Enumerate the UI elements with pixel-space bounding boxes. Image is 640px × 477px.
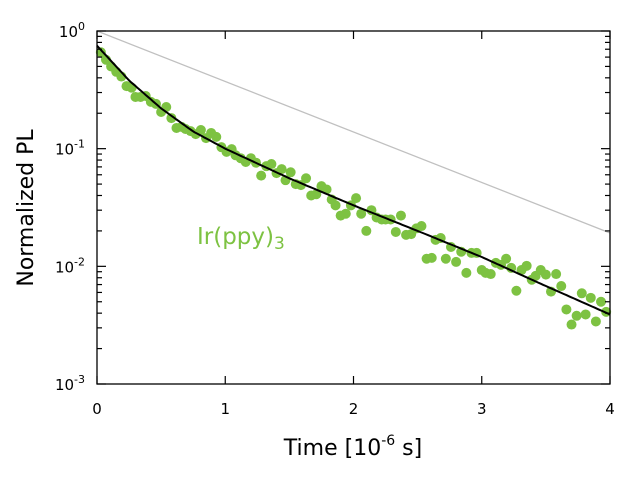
data-point [461,267,472,278]
data-point [511,285,522,296]
data-point [485,269,496,280]
y-tick-base: 10 [55,141,74,159]
y-tick-exponent: -2 [74,255,85,268]
y-tick-label: 10-1 [55,138,85,159]
x-axis-label: Time [10-6 s] [283,433,422,461]
data-point [551,269,562,280]
data-point [330,200,341,211]
reference-line [96,30,611,234]
y-tick-label: 10-2 [55,255,85,276]
x-tick-label: 4 [605,400,615,418]
data-point [426,252,437,263]
data-point [395,210,406,221]
data-point [416,221,427,232]
x-tick-label: 0 [92,400,102,418]
data-point [561,304,572,315]
data-point [356,208,367,219]
data-point [340,208,351,219]
y-tick-base: 10 [59,23,78,41]
data-point [521,260,532,271]
data-point [285,167,296,178]
data-point [195,125,206,136]
data-point [126,82,137,93]
data-point [451,256,462,267]
y-tick-base: 10 [55,376,74,394]
fit-curve [96,45,611,316]
y-tick-base: 10 [55,258,74,276]
data-point [301,173,312,184]
y-axis-label: Normalized PL [14,129,39,287]
axis-ticks [96,30,611,385]
x-tick-labels: 0 1 2 3 4 [92,400,615,418]
data-point [211,131,222,142]
data-point [540,269,551,280]
data-point [501,253,512,264]
annotation-label: Ir(ppy)3 [197,224,285,254]
data-point [266,159,277,170]
data-point [256,170,267,181]
data-point [576,288,587,299]
x-tick-label: 3 [477,400,487,418]
data-point [571,310,582,321]
y-tick-label: 100 [59,20,85,41]
y-tick-label: 10-3 [55,373,85,394]
y-tick-exponent: -1 [74,138,85,151]
data-point [440,253,451,264]
y-tick-exponent: -3 [74,373,85,386]
x-tick-label: 1 [220,400,230,418]
data-point [596,296,607,307]
data-point [361,225,372,236]
data-point [556,281,567,292]
data-point [276,164,287,175]
y-tick-exponent: 0 [78,20,85,33]
data-point [566,319,577,330]
data-point [390,226,401,237]
data-point [166,113,177,124]
plot-marks [95,30,612,330]
x-tick-label: 2 [349,400,359,418]
data-point [585,292,596,303]
data-point [580,309,591,320]
data-point [590,316,601,327]
data-point [351,193,362,204]
